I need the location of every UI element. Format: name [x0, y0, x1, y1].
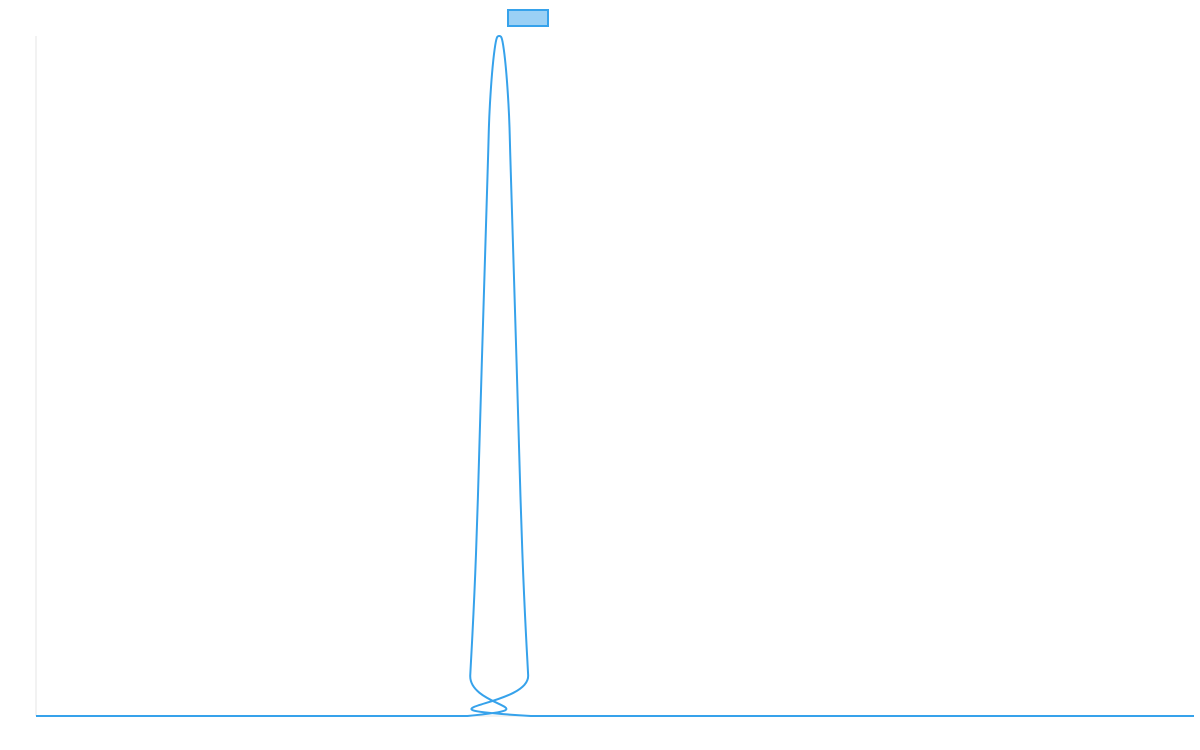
series-line-0[interactable] — [36, 35, 1194, 718]
legend[interactable] — [507, 9, 549, 27]
legend-swatch-0[interactable] — [507, 9, 549, 27]
series-group — [36, 35, 1194, 718]
